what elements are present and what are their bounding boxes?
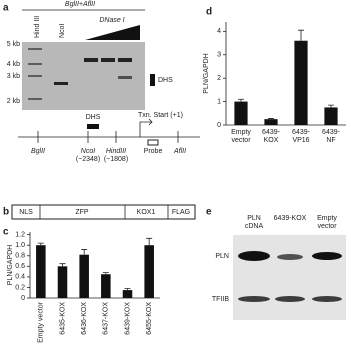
bar [101, 274, 111, 298]
panel-label: d [206, 7, 212, 18]
x-tick-label: 6439-KOX [124, 302, 131, 335]
error-bar [298, 29, 304, 41]
row-label: TFIIB [212, 296, 229, 303]
y-tick-label: 4 [217, 28, 221, 35]
blot-bands [238, 251, 342, 302]
error-bar [146, 237, 153, 246]
x-tick-label: 6439- [262, 129, 281, 136]
error-bar [268, 118, 274, 120]
probe-label: Probe [144, 148, 163, 155]
column-header: 6439-KOX [274, 215, 307, 222]
dhs-marker [150, 74, 155, 86]
lane-label: NcoI [59, 24, 66, 38]
y-tick-label: 0 [217, 122, 221, 129]
y-tick-label: 0.6 [15, 263, 25, 270]
txn-start: Txn. Start (+1) [138, 112, 183, 119]
y-axis-title: PLN/GAPDH [203, 53, 210, 93]
construct-box [11, 204, 196, 220]
error-bar [37, 242, 44, 246]
x-tick-label: 6435-KOX [59, 302, 66, 335]
blot-image [233, 235, 346, 320]
x-tick-label: 6455-KOX [146, 302, 153, 335]
panel-label: c [3, 227, 9, 238]
column-header: PLN [247, 215, 261, 222]
x-tick-label: VP16 [292, 137, 309, 144]
digest-header: BglII+AflII [65, 1, 95, 8]
bar [57, 266, 68, 298]
bar [264, 119, 278, 125]
x-tick-label: vector [231, 137, 251, 144]
lane-label: Hind III [34, 16, 41, 38]
site-label: NcoI [81, 148, 95, 155]
y-tick-label: 0.4 [15, 274, 25, 281]
site-label: AflII [173, 148, 186, 155]
x-tick-label: 6439- [292, 129, 311, 136]
y-axis-title: PLN/GAPDH [7, 245, 14, 285]
column-header: Empty [317, 215, 337, 222]
y-tick-label: 2 [217, 75, 221, 82]
y-tick-label: 3 [217, 52, 221, 59]
y-tick-label: 1.0 [15, 242, 25, 249]
dnase-wedge [85, 25, 140, 40]
site-label: HindIII [106, 148, 126, 155]
bar [144, 245, 154, 298]
site-position: (−1808) [104, 156, 128, 163]
domain-dividers [39, 205, 169, 219]
column-header: vector [317, 223, 337, 230]
y-tick-label: 1 [217, 98, 221, 105]
column-header: cDNA [245, 223, 264, 230]
error-bar [59, 263, 66, 267]
bar [234, 101, 248, 125]
panel-label: b [3, 207, 9, 218]
y-tick-label: 0 [21, 295, 25, 302]
panel-label: e [206, 207, 212, 218]
x-tick-label: 6437-KOX [103, 302, 110, 335]
site-position: (−2348) [76, 156, 100, 163]
x-tick-label: NF [326, 137, 335, 144]
size-marker: 4 kb [7, 61, 20, 68]
y-tick-label: 0.8 [15, 253, 25, 260]
error-bar [238, 98, 244, 102]
dhs-label: DHS [158, 77, 173, 84]
x-tick-label: 6439- [322, 129, 341, 136]
domain-label: NLS [19, 209, 33, 216]
error-bar [328, 104, 334, 108]
panel-label: a [3, 3, 9, 14]
bar [79, 254, 89, 298]
domain-label: FLAG [172, 209, 190, 216]
row-label: PLN [215, 253, 229, 260]
size-marker: 3 kb [7, 73, 20, 80]
dhs-box [87, 124, 99, 129]
bar [324, 107, 338, 125]
bar [36, 245, 46, 298]
x-tick-label: KOX [264, 137, 279, 144]
dnase-label: DNase I [99, 17, 124, 24]
y-tick-label: 1.2 [15, 231, 25, 238]
domain-label: KOX1 [137, 209, 156, 216]
y-tick-label: 0.2 [15, 284, 25, 291]
dhs-label: DHS [86, 114, 101, 121]
size-marker: 2 kb [7, 98, 20, 105]
site-label: BglII [31, 148, 45, 155]
probe-box [147, 139, 159, 146]
error-bar [81, 249, 88, 255]
x-tick-label: Empty [231, 129, 251, 136]
bar [294, 40, 308, 125]
gel-bands [28, 48, 132, 100]
error-bar [124, 288, 131, 291]
domain-label: ZFP [75, 209, 89, 216]
x-tick-label: 6436-KOX [81, 302, 88, 335]
error-bar [102, 272, 109, 275]
site-ticks [37, 118, 179, 143]
size-marker: 5 kb [7, 41, 20, 48]
x-tick-label: Empty vector [38, 301, 45, 343]
bar [122, 290, 133, 298]
